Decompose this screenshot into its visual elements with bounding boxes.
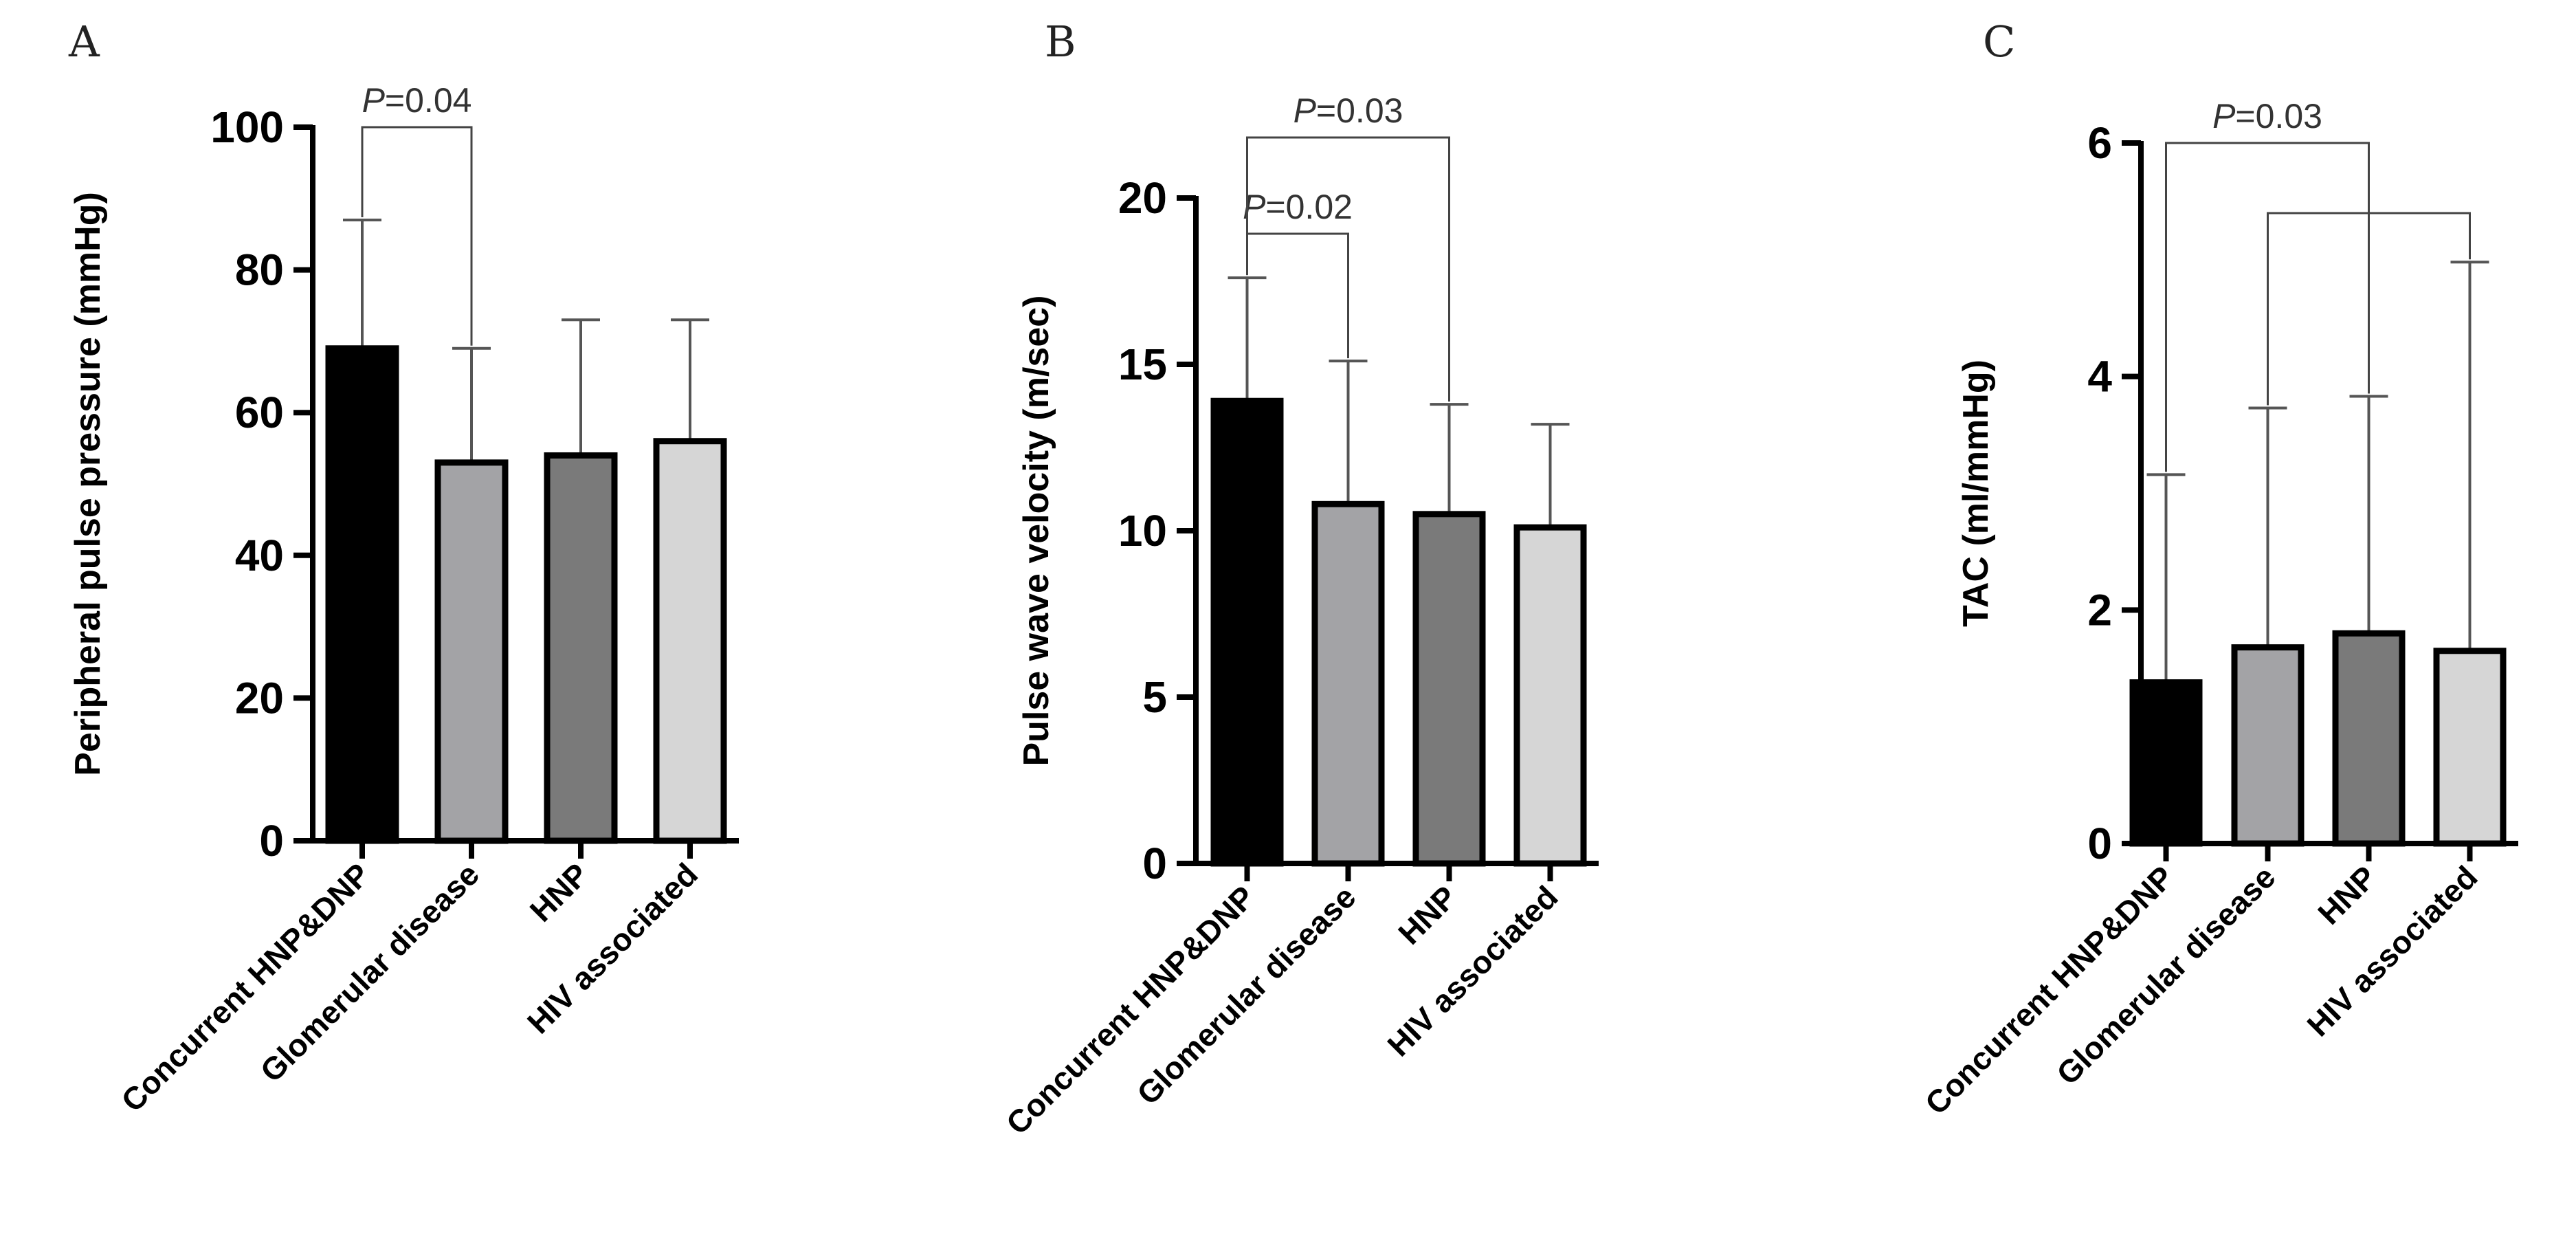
bar: [653, 438, 727, 844]
y-tick-label: 20: [235, 673, 284, 723]
bar: [325, 345, 399, 844]
p-value: =0.03: [2235, 97, 2322, 135]
y-tick-label: 0: [2087, 819, 2112, 868]
bar: [2332, 630, 2406, 847]
y-tick-label: 80: [235, 245, 284, 295]
p-value-label: P=0.02: [1243, 188, 1353, 226]
p-value: =0.02: [1265, 188, 1353, 226]
significance-bracket: [2267, 212, 2471, 406]
significance-bracket: [361, 126, 473, 346]
x-category-label: HNP: [523, 856, 595, 928]
x-category-label: HIV associated: [2300, 859, 2484, 1043]
panel-letter: B: [1045, 16, 1076, 67]
y-axis-label: Pulse wave velocity (m/sec): [1017, 295, 1056, 766]
p-symbol: P: [1293, 91, 1317, 130]
bar: [2433, 648, 2507, 847]
x-category-label: HIV associated: [1380, 879, 1564, 1063]
p-value-label: P=0.04: [362, 81, 472, 120]
p-value-label: P=0.03: [1293, 91, 1403, 130]
bar: [1311, 500, 1385, 867]
x-category-label: Glomerular disease: [253, 856, 486, 1089]
panel-letter: C: [1983, 16, 2015, 67]
y-tick-label: 20: [1118, 173, 1167, 223]
bar: [1412, 511, 1486, 867]
significance-bracket: [1246, 232, 1349, 359]
bar: [2231, 644, 2305, 847]
p-value-label: P=0.03: [2212, 97, 2322, 135]
y-tick-label: 100: [210, 102, 284, 152]
panel-letter: A: [68, 16, 100, 67]
y-tick-label: 60: [235, 388, 284, 437]
y-tick-label: 10: [1118, 506, 1167, 555]
y-tick-label: 0: [1142, 839, 1167, 888]
x-category-label: HNP: [1391, 879, 1463, 951]
y-axis-label: Peripheral pulse pressure (mmHg): [68, 192, 108, 776]
p-value: =0.04: [385, 81, 472, 120]
y-tick-label: 0: [259, 816, 284, 866]
x-category-label: HNP: [2311, 859, 2383, 931]
bar: [1513, 524, 1587, 867]
y-tick-label: 5: [1142, 672, 1167, 722]
y-tick-label: 15: [1118, 340, 1167, 389]
y-tick-label: 6: [2087, 118, 2112, 168]
y-axis-label: TAC (ml/mmHg): [1956, 360, 1996, 627]
y-tick-label: 2: [2087, 585, 2112, 635]
significance-bracket: [1246, 136, 1450, 402]
y-tick-label: 40: [235, 531, 284, 580]
significance-bracket: [2165, 142, 2370, 472]
p-value: =0.03: [1316, 91, 1403, 130]
bar: [434, 459, 509, 844]
p-symbol: P: [2212, 97, 2236, 135]
bar: [544, 452, 618, 844]
y-tick-label: 4: [2087, 352, 2112, 401]
p-symbol: P: [362, 81, 386, 120]
bar: [1210, 397, 1284, 867]
